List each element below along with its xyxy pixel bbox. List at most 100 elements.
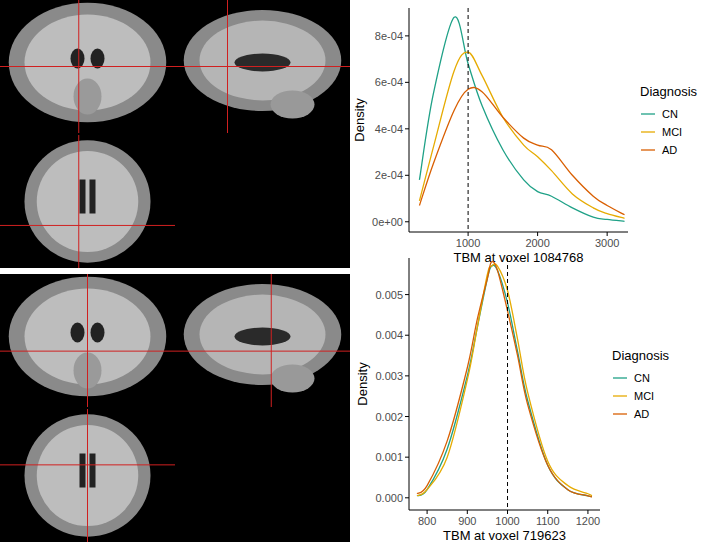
white-matter xyxy=(200,295,326,375)
image-bg xyxy=(175,0,350,133)
legend: Diagnosis CN MCI AD xyxy=(612,348,670,422)
y-tick xyxy=(405,335,409,336)
chart: 0.0000.0010.0020.0030.0040.0058009001000… xyxy=(355,258,669,543)
x-tick xyxy=(507,510,508,514)
x-tick-label: 1200 xyxy=(576,515,600,527)
reference-line xyxy=(468,8,469,232)
x-axis xyxy=(409,510,600,511)
y-tick xyxy=(405,128,409,129)
legend-label: MCI xyxy=(634,390,654,402)
y-tick-label: 4e-04 xyxy=(375,123,403,135)
plot-area xyxy=(417,258,592,510)
image-bg xyxy=(0,274,175,407)
y-tick-label: 0.000 xyxy=(375,492,403,504)
crosshair xyxy=(87,274,88,407)
y-tick xyxy=(405,375,409,376)
x-axis-title: TBM at voxel 1084768 xyxy=(453,250,583,265)
reference-line xyxy=(507,258,508,510)
ventricle xyxy=(91,323,105,343)
y-tick-label: 0.002 xyxy=(375,411,403,423)
x-tick xyxy=(427,510,428,514)
legend-key-bg xyxy=(640,106,656,122)
brain xyxy=(25,140,151,262)
white-matter xyxy=(37,151,139,252)
y-axis xyxy=(409,8,410,232)
legend-label: MCI xyxy=(662,126,682,138)
x-axis xyxy=(409,232,628,233)
y-tick xyxy=(405,457,409,458)
x-tick-label: 800 xyxy=(418,515,436,527)
cerebellum xyxy=(271,365,315,393)
crosshair xyxy=(78,0,79,133)
ventricle xyxy=(235,328,291,346)
crosshair xyxy=(175,66,350,67)
x-tick xyxy=(587,510,588,514)
ventricle xyxy=(90,454,96,488)
separator xyxy=(0,268,709,274)
brainstem xyxy=(74,79,102,115)
x-tick-label: 1000 xyxy=(495,515,519,527)
ventricle xyxy=(71,49,85,69)
y-tick xyxy=(405,416,409,417)
legend-key-bg xyxy=(612,406,628,422)
brain xyxy=(184,10,342,111)
ventricle xyxy=(91,49,105,69)
legend-title: Diagnosis xyxy=(612,348,670,363)
x-tick-label: 2000 xyxy=(525,237,549,249)
y-axis-title: Density xyxy=(355,362,370,406)
white-matter xyxy=(200,21,326,101)
y-tick xyxy=(405,294,409,295)
image-panel xyxy=(0,274,350,542)
crosshair xyxy=(175,351,350,352)
x-tick xyxy=(607,232,608,236)
y-axis-title: Density xyxy=(352,98,367,142)
ventricle xyxy=(90,180,96,214)
y-tick-label: 0.001 xyxy=(375,451,403,463)
image-bg xyxy=(0,0,350,268)
legend-key-bg xyxy=(640,142,656,158)
y-tick xyxy=(405,497,409,498)
y-tick xyxy=(405,35,409,36)
x-tick xyxy=(537,232,538,236)
y-tick-label: 6e-04 xyxy=(375,76,403,88)
x-tick-label: 900 xyxy=(458,515,476,527)
legend-key xyxy=(613,377,627,378)
image-bg xyxy=(0,135,175,268)
legend-key xyxy=(613,395,627,396)
image-bg xyxy=(0,0,175,133)
ventricle xyxy=(71,323,85,343)
brain xyxy=(184,284,342,385)
y-tick-label: 8e-04 xyxy=(375,30,403,42)
x-tick xyxy=(467,510,468,514)
y-tick-label: 2e-04 xyxy=(375,169,403,181)
crosshair xyxy=(271,274,272,407)
crosshair xyxy=(78,135,79,268)
brain xyxy=(9,3,167,123)
y-tick-label: 0.005 xyxy=(375,289,403,301)
y-tick-label: 0.004 xyxy=(375,329,403,341)
figure: 0e+002e-044e-046e-048e-04100020003000TBM… xyxy=(0,0,709,544)
legend-key-bg xyxy=(640,124,656,140)
legend-key xyxy=(641,149,655,150)
legend-key xyxy=(641,131,655,132)
ventricle xyxy=(235,54,291,72)
legend-key xyxy=(641,113,655,114)
legend-label: CN xyxy=(634,372,650,384)
ventricle xyxy=(80,180,86,214)
x-axis-title: TBM at voxel 719623 xyxy=(443,528,566,543)
y-tick xyxy=(405,82,409,83)
x-tick-label: 1100 xyxy=(536,515,560,527)
plot-area xyxy=(419,8,624,232)
legend-label: AD xyxy=(634,408,649,420)
legend-key-bg xyxy=(612,370,628,386)
legend-title: Diagnosis xyxy=(640,84,698,99)
y-axis xyxy=(409,258,410,510)
ventricle xyxy=(80,454,86,488)
x-tick-label: 1000 xyxy=(456,237,480,249)
chart: 0e+002e-044e-046e-048e-04100020003000TBM… xyxy=(352,8,697,265)
image-bg xyxy=(0,409,175,542)
crosshair xyxy=(227,0,228,133)
density-line xyxy=(417,262,592,497)
image-bg xyxy=(0,274,350,542)
image-panel xyxy=(0,0,350,268)
